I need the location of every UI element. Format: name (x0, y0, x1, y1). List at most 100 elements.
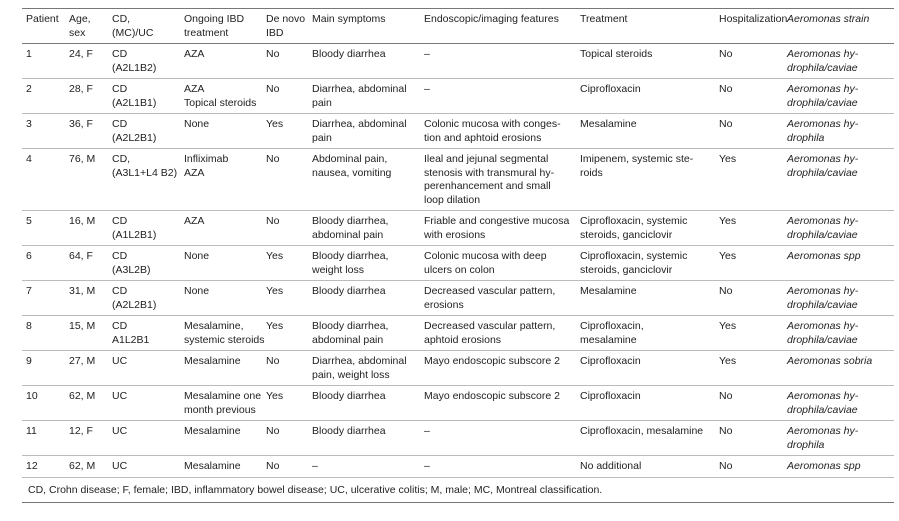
table-cell: Aeromonas hy-drophila/caviae (783, 79, 894, 114)
table-cell: 12, F (65, 421, 108, 456)
table-cell: 8 (22, 316, 65, 351)
table-cell: No (262, 79, 308, 114)
cell-line: CD (112, 285, 128, 297)
table-row: 6 64, F CD (A3L2B) None Yes Bloody diarrhea, we… (22, 246, 894, 281)
table-cell: CD (A2L1B1) (108, 79, 180, 114)
cell-line: Imipenem, systemic ste- (580, 153, 694, 165)
cell-line: 8 (26, 320, 32, 332)
cell-line: Aeromonas hy- (787, 425, 859, 437)
cell-line: (A2L2B1) (112, 131, 157, 144)
cell-line: Bloody diarrhea (312, 48, 386, 60)
cell-line: Ciprofloxacin, mesalamine (580, 425, 704, 437)
table-cell: Ciprofloxacin, mesalamine (576, 316, 715, 351)
cell-line: Mayo endoscopic subscore 2 (424, 355, 560, 367)
cell-line: 7 (26, 285, 32, 297)
cell-line: loop dilation (424, 193, 481, 206)
table-cell: No additional (576, 456, 715, 478)
cell-line: treatment (184, 26, 229, 39)
table-cell: No (715, 421, 783, 456)
table-cell: Diarrhea, abdominal pain (308, 79, 420, 114)
table-cell: 11 (22, 421, 65, 456)
table-cell: Bloody diarrhea, abdominal pain (308, 211, 420, 246)
cell-line: None (184, 285, 210, 297)
column-header: Ongoing IBD treatment (180, 9, 262, 44)
table-cell: Aeromonas hy-drophila/caviae (783, 386, 894, 421)
cell-line: Yes (719, 250, 737, 262)
cell-line: Diarrhea, abdominal (312, 118, 407, 130)
table-row: 3 36, F CD (A2L2B1) None Yes Diarrhea, abdomin… (22, 114, 894, 149)
cell-line: CD (112, 83, 128, 95)
table-cell: Bloody diarrhea, abdominal pain (308, 316, 420, 351)
table-cell: 15, M (65, 316, 108, 351)
table-cell: Friable and congestive mucosa with erosio… (420, 211, 576, 246)
table-cell: Mesalamine, systemic steroids (180, 316, 265, 351)
cell-line: Ciprofloxacin, systemic (580, 215, 688, 227)
cell-line: Topical steroids (580, 48, 653, 60)
table-cell: Mesalamine (180, 421, 262, 456)
table-cell: None (180, 281, 262, 316)
cell-line: Mesalamine (580, 285, 637, 297)
cell-line: Ileal and jejunal segmental (424, 153, 549, 165)
table-cell: 36, F (65, 114, 108, 149)
table-cell: Yes (715, 246, 783, 281)
cell-line: drophila/caviae (787, 61, 858, 74)
cell-line: with erosions (424, 228, 486, 241)
table-cell: No (715, 386, 783, 421)
table-cell: – (308, 456, 420, 478)
table-cell: Aeromonas hy-drophila/caviae (783, 211, 894, 246)
table-row: 9 27, M UC Mesalamine No Diarrhea, abdominal p… (22, 351, 894, 386)
cell-line: Bloody diarrhea (312, 285, 386, 297)
cell-line: – (424, 48, 430, 60)
table-cell: 6 (22, 246, 65, 281)
table-cell: AZA (180, 211, 262, 246)
cell-line: Aeromonas spp (787, 250, 861, 262)
table-cell: CD A1L2B1 (108, 316, 180, 351)
cell-line: Aeromonas hy- (787, 320, 859, 332)
cell-line: ulcers on colon (424, 263, 495, 276)
column-header: Endoscopic/imaging features (420, 9, 576, 44)
cell-line: (A3L2B) (112, 263, 151, 276)
cell-line: Yes (266, 250, 284, 262)
table-cell: Ciprofloxacin, systemic steroids, gancicl… (576, 211, 715, 246)
table-cell: Yes (262, 316, 308, 351)
cell-line: 9 (26, 355, 32, 367)
column-header: Treatment (576, 9, 715, 44)
table-cell: Aeromonas hy-drophila/caviae (783, 149, 894, 211)
table-header: Patient Age, sex CD, (MC)/UC Ongoing IBD treat… (22, 8, 894, 44)
cell-line: pain (312, 96, 332, 109)
cell-line: 1 (26, 48, 32, 60)
table-cell: Aeromonas hy-drophila (783, 421, 894, 456)
table-cell: Aeromonas hy-drophila/caviae (783, 44, 894, 79)
table-cell: No (262, 456, 308, 478)
table-row: 4 76, M CD, (A3L1+L4 B2) Infliximab AZA No Abdo… (22, 149, 894, 211)
table-cell: Yes (715, 316, 783, 351)
cell-line: Aeromonas hy- (787, 390, 859, 402)
table-cell: Aeromonas hy-drophila/caviae (783, 316, 894, 351)
cell-line: Mesalamine (184, 425, 241, 437)
cell-line: 36, F (69, 118, 93, 130)
table: Patient Age, sex CD, (MC)/UC Ongoing IBD treat… (22, 8, 894, 478)
table-cell: 76, M (65, 149, 108, 211)
cell-line: 62, M (69, 460, 96, 472)
cell-line: 3 (26, 118, 32, 130)
cell-line: Treatment (580, 13, 628, 25)
table-cell: AZA Topical steroids (180, 79, 262, 114)
cell-line: No (266, 153, 280, 165)
cell-line: – (424, 83, 430, 95)
cell-line: (A1L2B1) (112, 228, 157, 241)
table-cell: Ileal and jejunal segmental stenosis with… (420, 149, 576, 211)
table-cell: 7 (22, 281, 65, 316)
table-cell: – (420, 79, 576, 114)
table-cell: Infliximab AZA (180, 149, 262, 211)
cell-line: AZA (184, 48, 205, 60)
table-cell: Decreased vascular pattern, erosions (420, 281, 576, 316)
cell-line: Mesalamine (184, 355, 241, 367)
table-cell: Mesalamine (576, 114, 715, 149)
cell-line: Topical steroids (184, 96, 257, 109)
cell-line: Aeromonas hy- (787, 118, 859, 130)
cell-line: abdominal pain (312, 333, 384, 346)
table-cell: Diarrhea, abdominal pain (308, 114, 420, 149)
cell-line: Aeromonas sobria (787, 355, 873, 367)
cell-line: – (424, 425, 430, 437)
cell-line: A1L2B1 (112, 333, 150, 346)
